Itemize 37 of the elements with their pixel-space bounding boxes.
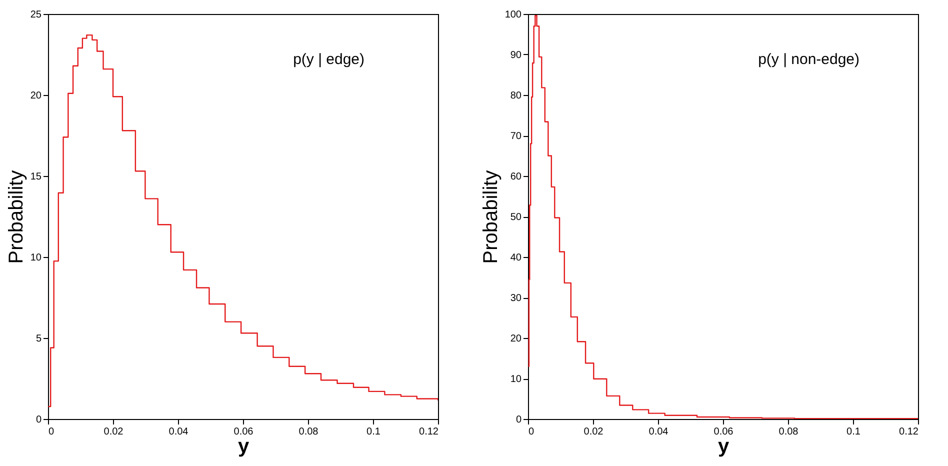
y-tick-label: 40	[510, 252, 522, 264]
x-axis-title: y	[238, 436, 250, 458]
annotation: p(y | edge)	[293, 51, 365, 68]
x-axis-title: y	[718, 436, 730, 458]
y-tick-label: 0	[516, 414, 522, 426]
y-tick-label: 90	[510, 50, 522, 61]
x-tick-label: 0	[528, 426, 534, 438]
y-tick-label: 15	[30, 172, 42, 182]
y-tick-label: 80	[510, 90, 522, 102]
x-tick-label: 0.04	[648, 426, 669, 438]
x-tick-label: 0.06	[714, 426, 734, 438]
y-axis-title: Probability	[480, 170, 502, 264]
y-tick-label: 30	[510, 293, 522, 304]
annotation: p(y | non-edge)	[758, 51, 860, 68]
x-tick-label: 0.12	[899, 426, 919, 438]
x-tick-label: 0.08	[778, 426, 799, 438]
y-tick-label: 5	[36, 334, 42, 344]
x-tick-label: 0.02	[584, 426, 604, 438]
x-tick-label: 0	[48, 426, 54, 438]
y-tick-label: 10	[30, 252, 42, 264]
y-tick-label: 20	[30, 90, 42, 102]
y-tick-label: 25	[30, 10, 42, 20]
x-tick-label: 0.02	[104, 426, 124, 438]
y-tick-label: 0	[36, 414, 42, 426]
x-tick-label: 0.04	[168, 426, 189, 438]
x-tick-label: 0.08	[298, 426, 319, 438]
x-tick-label: 0.1	[366, 426, 381, 438]
y-tick-label: 60	[510, 172, 522, 182]
y-tick-label: 10	[510, 374, 522, 385]
x-tick-label: 0.1	[846, 426, 861, 438]
y-tick-label: 70	[510, 131, 522, 142]
y-tick-label: 20	[510, 334, 522, 344]
y-axis-title: Probability	[5, 170, 28, 264]
y-tick-label: 100	[504, 10, 522, 20]
y-tick-label: 50	[510, 212, 522, 223]
x-tick-label: 0.12	[419, 426, 439, 438]
x-tick-label: 0.06	[234, 426, 254, 438]
